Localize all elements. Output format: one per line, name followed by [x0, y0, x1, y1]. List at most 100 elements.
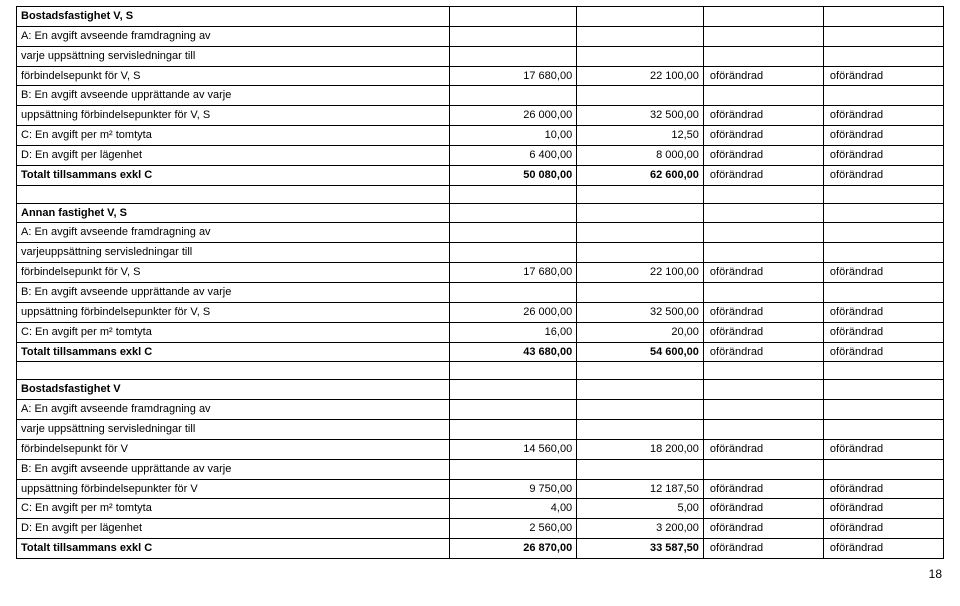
cell-n2 [577, 459, 704, 479]
cell-desc: Totalt tillsammans exkl C [17, 539, 450, 559]
cell-t2: oförändrad [823, 322, 943, 342]
cell-n2: 33 587,50 [577, 539, 704, 559]
table-row: förbindelsepunkt för V, S17 680,0022 100… [17, 263, 944, 283]
cell-t1: oförändrad [703, 479, 823, 499]
cell-n1: 4,00 [450, 499, 577, 519]
cell-t2: oförändrad [823, 302, 943, 322]
cell-desc: Annan fastighet V, S [17, 203, 450, 223]
cell-t1: oförändrad [703, 539, 823, 559]
cell-n1: 16,00 [450, 322, 577, 342]
table-row: Totalt tillsammans exkl C43 680,0054 600… [17, 342, 944, 362]
cell-n1: 14 560,00 [450, 439, 577, 459]
table-row: varje uppsättning servisledningar till [17, 420, 944, 440]
cell-n2 [577, 26, 704, 46]
cell-n2 [577, 380, 704, 400]
table-row: varje uppsättning servisledningar till [17, 46, 944, 66]
cell-desc: A: En avgift avseende framdragning av [17, 400, 450, 420]
cell-t1 [703, 420, 823, 440]
cell-t2: oförändrad [823, 126, 943, 146]
cell-t2: oförändrad [823, 499, 943, 519]
cell-n1: 2 560,00 [450, 519, 577, 539]
cell-n1: 17 680,00 [450, 66, 577, 86]
cell-desc: förbindelsepunkt för V [17, 439, 450, 459]
cell-t1 [703, 223, 823, 243]
cell-n2: 22 100,00 [577, 66, 704, 86]
cell-desc: varje uppsättning servisledningar till [17, 46, 450, 66]
cell-desc [17, 185, 450, 203]
cell-desc: Totalt tillsammans exkl C [17, 165, 450, 185]
cell-t2 [823, 185, 943, 203]
cell-n2: 20,00 [577, 322, 704, 342]
cell-t1 [703, 26, 823, 46]
cell-n2: 12 187,50 [577, 479, 704, 499]
cell-t1: oförändrad [703, 519, 823, 539]
cell-desc: B: En avgift avseende upprättande av var… [17, 86, 450, 106]
cell-desc: Totalt tillsammans exkl C [17, 342, 450, 362]
cell-n2 [577, 185, 704, 203]
cell-t1 [703, 459, 823, 479]
cell-n1: 10,00 [450, 126, 577, 146]
cell-desc: förbindelsepunkt för V, S [17, 66, 450, 86]
cell-desc: D: En avgift per lägenhet [17, 519, 450, 539]
cell-t1 [703, 282, 823, 302]
cell-n2 [577, 86, 704, 106]
cell-n1 [450, 243, 577, 263]
cell-n2 [577, 400, 704, 420]
cell-desc: A: En avgift avseende framdragning av [17, 223, 450, 243]
cell-desc: B: En avgift avseende upprättande av var… [17, 282, 450, 302]
cell-t2: oförändrad [823, 145, 943, 165]
table-row: A: En avgift avseende framdragning av [17, 223, 944, 243]
cell-desc: C: En avgift per m² tomtyta [17, 322, 450, 342]
cell-t1 [703, 362, 823, 380]
cell-desc: uppsättning förbindelsepunkter för V [17, 479, 450, 499]
cell-t1: oförändrad [703, 126, 823, 146]
cell-t2: oförändrad [823, 165, 943, 185]
table-row: A: En avgift avseende framdragning av [17, 400, 944, 420]
table-row: uppsättning förbindelsepunkter för V, S2… [17, 106, 944, 126]
cell-desc [17, 362, 450, 380]
cell-desc: uppsättning förbindelsepunkter för V, S [17, 106, 450, 126]
cell-n1 [450, 86, 577, 106]
cell-n2 [577, 362, 704, 380]
cell-n2: 32 500,00 [577, 302, 704, 322]
cell-t1 [703, 7, 823, 27]
cell-n1: 9 750,00 [450, 479, 577, 499]
table-row: Bostadsfastighet V, S [17, 7, 944, 27]
cell-t1: oförändrad [703, 263, 823, 283]
table-row: C: En avgift per m² tomtyta10,0012,50ofö… [17, 126, 944, 146]
cell-n1 [450, 362, 577, 380]
cell-n1: 26 870,00 [450, 539, 577, 559]
cell-t1 [703, 243, 823, 263]
cell-t2: oförändrad [823, 479, 943, 499]
cell-t1 [703, 400, 823, 420]
cell-n1: 17 680,00 [450, 263, 577, 283]
table-row: förbindelsepunkt för V, S17 680,0022 100… [17, 66, 944, 86]
cell-desc: Bostadsfastighet V [17, 380, 450, 400]
cell-n2: 8 000,00 [577, 145, 704, 165]
cell-n2: 5,00 [577, 499, 704, 519]
cell-n1 [450, 46, 577, 66]
cell-n1: 43 680,00 [450, 342, 577, 362]
cell-n1: 6 400,00 [450, 145, 577, 165]
cell-desc: uppsättning förbindelsepunkter för V, S [17, 302, 450, 322]
cell-t2 [823, 400, 943, 420]
table-row: C: En avgift per m² tomtyta4,005,00oförä… [17, 499, 944, 519]
table-row: förbindelsepunkt för V14 560,0018 200,00… [17, 439, 944, 459]
cell-n2 [577, 46, 704, 66]
table-row: C: En avgift per m² tomtyta16,0020,00 ofö… [17, 322, 944, 342]
cell-t2 [823, 223, 943, 243]
cell-desc: B: En avgift avseende upprättande av var… [17, 459, 450, 479]
cell-t2: oförändrad [823, 519, 943, 539]
cell-t2: oförändrad [823, 106, 943, 126]
cell-t2: oförändrad [823, 539, 943, 559]
table-row: Annan fastighet V, S [17, 203, 944, 223]
cell-n1: 50 080,00 [450, 165, 577, 185]
table-row: uppsättning förbindelsepunkter för V, S2… [17, 302, 944, 322]
cell-desc: varjeuppsättning servisledningar till [17, 243, 450, 263]
table-row [17, 185, 944, 203]
cell-t2 [823, 243, 943, 263]
fee-table: Bostadsfastighet V, S A: En avgift avseen… [16, 6, 944, 559]
cell-n2: 54 600,00 [577, 342, 704, 362]
cell-t2 [823, 46, 943, 66]
cell-n1 [450, 380, 577, 400]
